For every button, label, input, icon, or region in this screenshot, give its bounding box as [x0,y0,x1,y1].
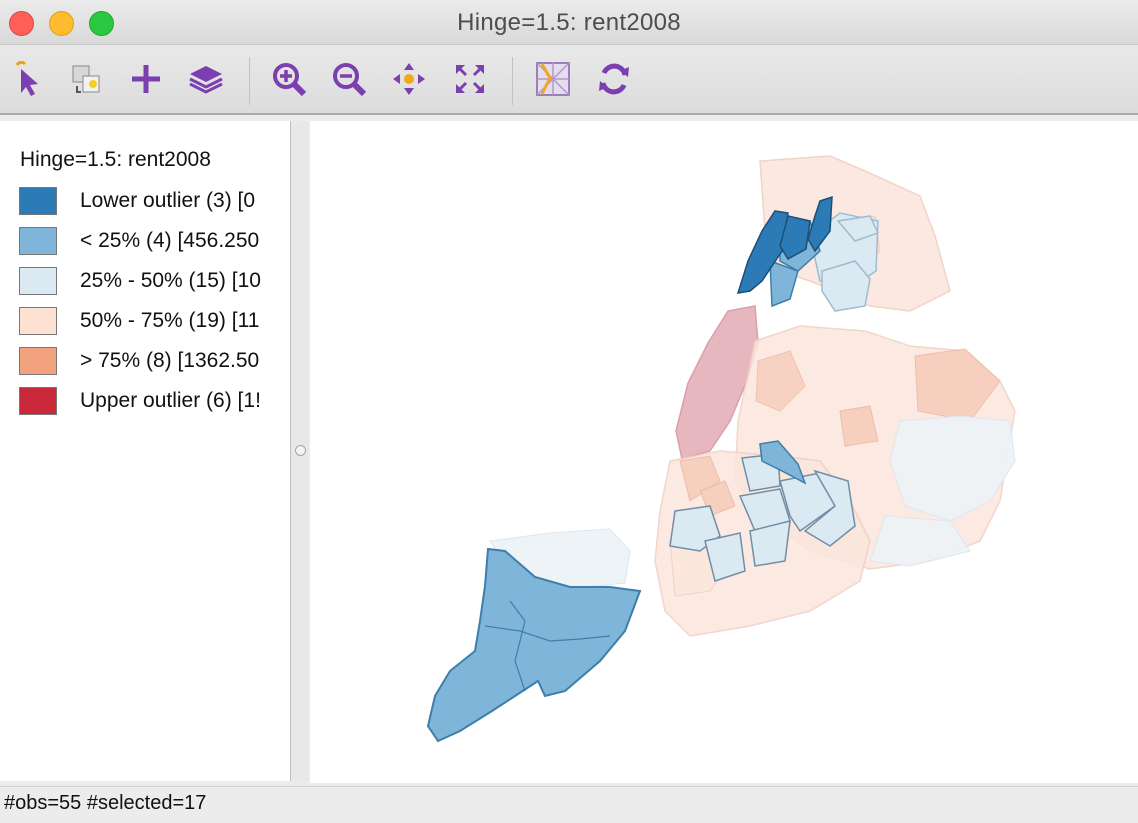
basemap-icon [536,62,570,96]
refresh-icon [599,63,629,95]
splitter-handle[interactable] [295,445,306,456]
map-region[interactable] [869,515,971,567]
legend-label: Lower outlier (3) [0 [80,189,256,212]
map-region-lower-outlier[interactable] [807,195,833,253]
legend-label: < 25% (4) [456.250 [80,229,260,252]
title-bar: Hinge=1.5: rent2008 [0,0,1138,45]
legend-label: 50% - 75% (19) [11 [80,309,260,332]
zoom-out-icon [333,63,367,97]
map-region-staten-island[interactable] [426,547,642,743]
basemap-button[interactable] [533,59,573,99]
zoom-in-icon [273,63,307,97]
map-region-selected[interactable] [704,532,746,582]
select-icon [15,61,38,96]
legend-item-25-50[interactable]: 25% - 50% (15) [10 [19,267,290,297]
legend-label: > 75% (8) [1362.50 [80,349,260,372]
legend-swatch [19,227,57,255]
map-region[interactable] [889,415,1016,522]
toolbar-separator [249,57,250,105]
copy-image-button[interactable] [66,59,106,99]
legend-swatch [19,387,57,415]
zoom-out-button[interactable] [329,59,369,99]
select-tool-button[interactable] [8,59,48,99]
legend-swatch [19,347,57,375]
map-region[interactable] [914,348,1001,422]
layers-button[interactable] [186,59,226,99]
legend-item-upper-outlier[interactable]: Upper outlier (6) [1! [19,387,290,417]
legend-item-lower-outlier[interactable]: Lower outlier (3) [0 [19,187,290,217]
map-region-selected[interactable] [821,260,871,312]
zoom-in-button[interactable] [269,59,309,99]
map-region[interactable] [679,455,721,502]
close-window-button[interactable] [9,11,34,36]
minimize-window-button[interactable] [49,11,74,36]
pan-icon [393,63,425,95]
refresh-button[interactable] [594,59,634,99]
toolbar-separator [512,57,513,105]
legend-item-50-75[interactable]: 50% - 75% (19) [11 [19,307,290,337]
legend-swatch [19,307,57,335]
add-icon [132,65,160,93]
legend-item-above-75[interactable]: > 75% (8) [1362.50 [19,347,290,377]
status-text: #obs=55 #selected=17 [4,792,207,814]
map-region-selected[interactable] [749,520,791,567]
legend-label: 25% - 50% (15) [10 [80,269,261,292]
legend-swatch [19,187,57,215]
full-extent-icon [456,65,484,93]
window-title: Hinge=1.5: rent2008 [457,9,681,36]
legend-swatch [19,267,57,295]
maximize-window-button[interactable] [89,11,114,36]
full-extent-button[interactable] [450,59,490,99]
map-region[interactable] [839,405,879,447]
map-region-boundary [484,625,611,642]
map-region-selected[interactable] [779,472,836,533]
map-region[interactable] [755,350,806,412]
map-region-selected[interactable] [836,215,880,242]
legend-panel[interactable]: Hinge=1.5: rent2008 Lower outlier (3) [0… [0,121,291,781]
map-region-lower-outlier[interactable] [779,215,811,261]
add-layer-button[interactable] [126,59,166,99]
map-region-selected[interactable] [803,469,856,547]
legend-item-below-25[interactable]: < 25% (4) [456.250 [19,227,290,257]
map-region-manhattan[interactable] [675,305,759,460]
toolbar [0,45,1138,115]
pan-button[interactable] [389,59,429,99]
status-bar: #obs=55 #selected=17 [0,786,1138,823]
map-canvas[interactable] [310,121,1138,783]
map-region-selected[interactable] [769,259,799,308]
layers-icon [189,66,223,94]
map-region-selected[interactable] [759,440,807,485]
legend-label: Upper outlier (6) [1! [80,389,261,412]
legend-title: Hinge=1.5: rent2008 [20,148,211,171]
panel-splitter[interactable] [291,121,309,781]
choropleth-map[interactable] [310,121,1138,783]
copy-image-icon [72,65,100,93]
map-region-boundary [509,600,526,692]
